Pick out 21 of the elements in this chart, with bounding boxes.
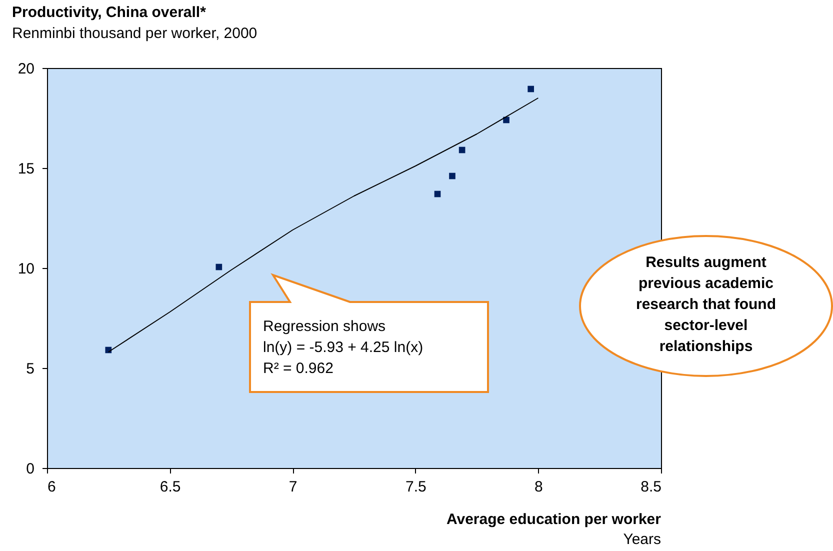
annotation: Regression shows ln(y) = -5.93 + 4.25 ln(x) R² = 0.962 — [263, 317, 424, 379]
chart-subtitle: Renminbi thousand per worker, 2000 — [12, 25, 258, 42]
y-tick-label: 5 — [26, 360, 34, 378]
y-tick-label: 20 — [18, 60, 34, 78]
point — [528, 86, 534, 92]
x-axis-title: Average education per worker Years — [446, 510, 661, 550]
point — [434, 190, 441, 198]
point — [458, 146, 466, 154]
x-tick-label: 7 — [288, 478, 298, 496]
y-tick-label: 10 — [18, 260, 34, 278]
point — [216, 264, 222, 270]
x-tick-label: 8 — [534, 478, 543, 496]
y-tick-label: 15 — [18, 160, 34, 178]
annotation: Results augment previous academic research that found sector-level relationships — [634, 253, 778, 357]
y-tick-label: 0 — [26, 460, 34, 478]
chart-title: Productivity, China overall* — [12, 4, 206, 21]
x-tick-label: 6 — [48, 478, 56, 496]
x-tick-label: 7.5 — [405, 478, 426, 496]
x-tick-label: 6.5 — [160, 478, 181, 496]
point — [449, 172, 456, 180]
x-tick-label: 8.5 — [640, 478, 662, 496]
